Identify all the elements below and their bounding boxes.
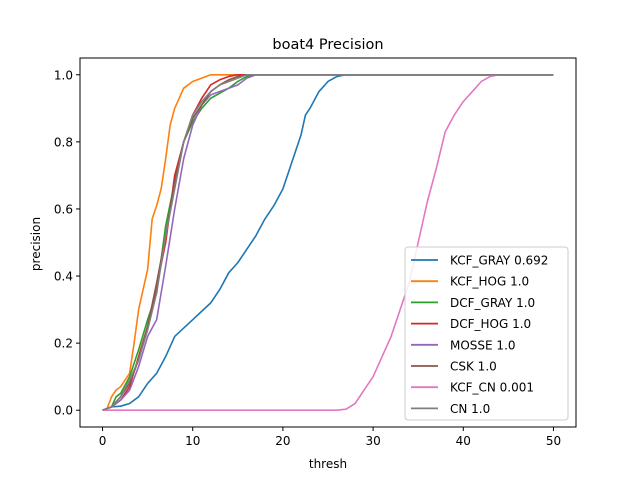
legend-items: KCF_GRAY 0.692 KCF_HOG 1.0 DCF_GRAY 1.0 DCF… — [411, 254, 548, 416]
legend-box — [404, 246, 569, 421]
chart-title: boat4 Precision — [272, 37, 383, 53]
series-line-7 — [102, 73, 554, 412]
legend-label-4: DCF_HOG 1.0 — [450, 317, 531, 331]
x-tick-label: 50 — [546, 434, 561, 448]
legend-label-2: KCF_HOG 1.0 — [450, 275, 529, 289]
series-line-8 — [102, 73, 554, 411]
series-line-2 — [102, 73, 554, 411]
x-axis-ticks: 0 10 20 30 40 50 — [99, 427, 561, 448]
series-layer — [102, 73, 554, 412]
x-axis-label: thresh — [309, 457, 347, 471]
legend-label-1: KCF_GRAY 0.692 — [450, 254, 548, 268]
x-tick-label: 10 — [185, 434, 200, 448]
y-tick-label: 0.0 — [54, 404, 73, 418]
legend-label-8: CN 1.0 — [450, 402, 490, 416]
legend-label-3: DCF_GRAY 1.0 — [450, 296, 535, 310]
x-tick-label: 30 — [365, 434, 380, 448]
legend-label-6: CSK 1.0 — [450, 360, 497, 374]
plot-frame — [79, 57, 577, 428]
y-tick-label: 0.8 — [54, 135, 73, 149]
y-axis-label: precision — [29, 217, 43, 271]
legend-label-5: MOSSE 1.0 — [450, 338, 516, 352]
y-tick-label: 1.0 — [54, 68, 73, 82]
y-tick-label: 0.6 — [54, 202, 73, 216]
y-tick-label: 0.2 — [54, 337, 73, 351]
series-line-5 — [102, 73, 554, 411]
legend: KCF_GRAY 0.692 KCF_HOG 1.0 DCF_GRAY 1.0 DCF… — [404, 246, 569, 421]
series-line-1 — [102, 73, 554, 411]
y-axis-ticks: 0.0 0.2 0.4 0.6 0.8 1.0 — [54, 68, 80, 418]
x-tick-label: 20 — [275, 434, 290, 448]
y-tick-label: 0.4 — [54, 270, 73, 284]
legend-label-7: KCF_CN 0.001 — [450, 381, 534, 395]
x-tick-label: 40 — [456, 434, 471, 448]
x-tick-label: 0 — [99, 434, 107, 448]
